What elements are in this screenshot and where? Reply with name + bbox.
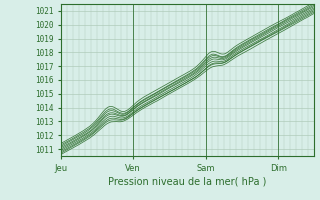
- X-axis label: Pression niveau de la mer( hPa ): Pression niveau de la mer( hPa ): [108, 177, 266, 187]
